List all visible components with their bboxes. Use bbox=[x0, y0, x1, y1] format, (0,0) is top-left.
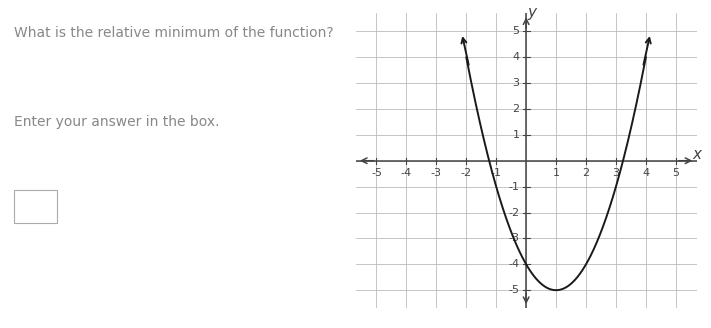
Text: 1: 1 bbox=[513, 130, 520, 140]
Text: 4: 4 bbox=[642, 168, 649, 178]
Text: -1: -1 bbox=[491, 168, 502, 178]
Text: -1: -1 bbox=[508, 182, 520, 192]
Text: 4: 4 bbox=[513, 52, 520, 62]
Text: -2: -2 bbox=[508, 208, 520, 217]
Text: y: y bbox=[527, 5, 536, 20]
Text: -2: -2 bbox=[461, 168, 472, 178]
Text: -4: -4 bbox=[401, 168, 412, 178]
Text: x: x bbox=[693, 147, 702, 162]
Text: 5: 5 bbox=[673, 168, 679, 178]
Bar bbox=[14, 190, 57, 223]
Text: -4: -4 bbox=[508, 259, 520, 269]
Text: 3: 3 bbox=[513, 78, 520, 88]
Text: Enter your answer in the box.: Enter your answer in the box. bbox=[14, 115, 220, 129]
Text: 3: 3 bbox=[612, 168, 619, 178]
Text: -3: -3 bbox=[431, 168, 442, 178]
Text: What is the relative minimum of the function?: What is the relative minimum of the func… bbox=[14, 26, 334, 40]
Text: 1: 1 bbox=[552, 168, 560, 178]
Text: 2: 2 bbox=[513, 104, 520, 114]
Text: -5: -5 bbox=[508, 285, 520, 295]
Text: -5: -5 bbox=[371, 168, 382, 178]
Text: 2: 2 bbox=[582, 168, 589, 178]
Text: -3: -3 bbox=[508, 234, 520, 243]
Text: 5: 5 bbox=[513, 26, 520, 36]
